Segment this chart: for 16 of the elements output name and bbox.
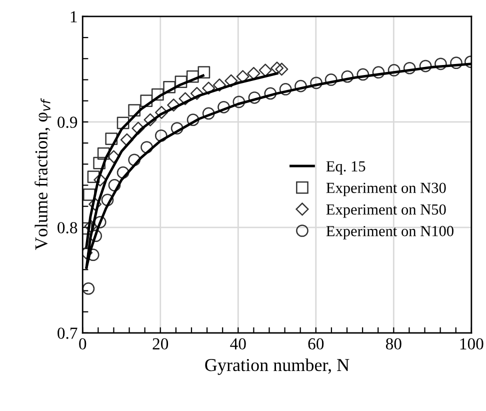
y-tick-label: 0.8 xyxy=(58,222,78,234)
legend-label: Experiment on N50 xyxy=(326,204,446,218)
x-axis-title: Gyration number, N xyxy=(205,358,350,375)
x-tick-label: 20 xyxy=(152,338,168,350)
x-tick-label: 40 xyxy=(230,338,246,350)
legend-label: Experiment on N100 xyxy=(326,226,454,240)
legend-label: Experiment on N30 xyxy=(326,182,446,196)
x-tick-label: 0 xyxy=(79,338,86,350)
y-tick-label: 0.9 xyxy=(58,116,78,128)
x-tick-label: 100 xyxy=(460,338,484,350)
legend-label: Eq. 15 xyxy=(326,161,366,175)
x-tick-label: 80 xyxy=(386,338,402,350)
y-axis-title: Volume fraction, φ$_{vf}$ xyxy=(34,98,52,250)
x-tick-label: 60 xyxy=(308,338,324,350)
y-tick-label: 1 xyxy=(70,11,77,22)
y-tick-label: 0.7 xyxy=(58,328,78,339)
